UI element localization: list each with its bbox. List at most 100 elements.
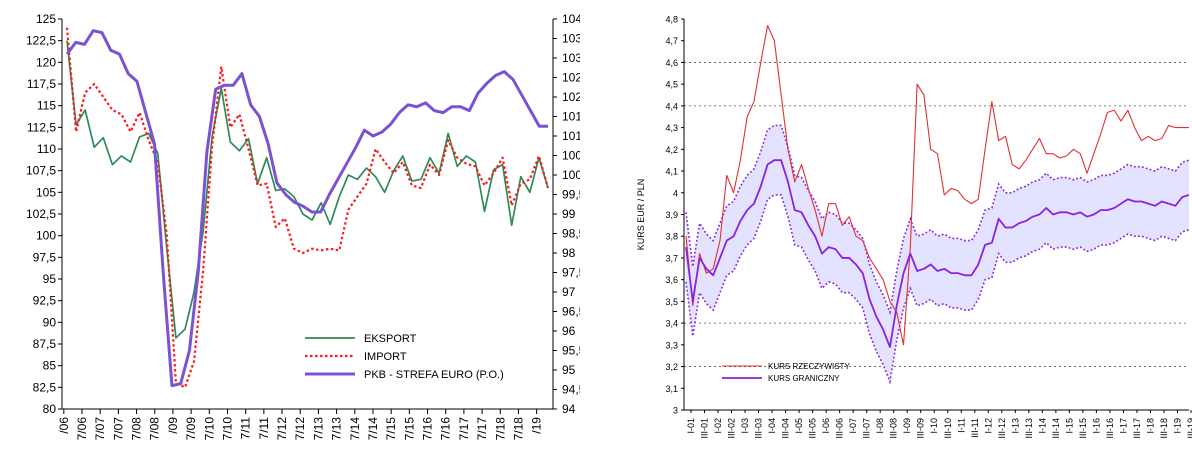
- legend-label: KURS GRANICZNY: [768, 374, 840, 383]
- right-y-tick-label: 99: [562, 207, 576, 221]
- x-tick-label: 7/16: [421, 417, 435, 441]
- y-tick-label: 4,3: [665, 123, 678, 133]
- left-y-tick-label: 100: [36, 229, 56, 243]
- left-y-tick-label: 122,5: [26, 34, 56, 48]
- x-tick-label: 7/13: [330, 417, 344, 441]
- right-y-tick-label: 100,5: [562, 149, 580, 163]
- x-tick-label: III-06: [835, 418, 845, 439]
- x-tick-label: 7/14: [366, 417, 380, 441]
- left-y-tick-label: 80: [43, 402, 57, 416]
- left-chart-trade-gdp: 125 122,5 120 117,5 115 112,5 110 107,5 105 102,5…: [26, 12, 580, 441]
- x-tick-label: III-07: [862, 418, 872, 439]
- right-y-tick-label: 100: [562, 168, 580, 182]
- y-tick-label: 3,6: [665, 275, 678, 285]
- x-tick-label: 7/10: [202, 417, 216, 441]
- x-tick-label: I-01: [686, 418, 696, 434]
- tolerance-band: [686, 125, 1189, 382]
- x-tick-label: I-10: [929, 418, 939, 434]
- band-lower-bound: [685, 194, 1190, 385]
- left-y-tick-label: 120: [36, 55, 56, 69]
- x-tick-label: III-04: [781, 418, 791, 439]
- x-tick-label: 7/07: [111, 417, 125, 441]
- right-y-tick-label: 98,5: [562, 227, 580, 241]
- y-tick-label: 3,3: [665, 340, 678, 350]
- x-tick-label: 7/12: [275, 417, 289, 441]
- x-tick-label: III-19: [1186, 418, 1192, 439]
- y-tick-label: 3,2: [665, 362, 678, 372]
- x-tick-label: I-16: [1091, 418, 1101, 434]
- y-tick-label: 3: [673, 406, 678, 416]
- x-tick-label: 7/17: [475, 417, 489, 441]
- x-tick-label: 7/08: [148, 417, 162, 441]
- right-y-tick-label: 97,5: [562, 266, 580, 280]
- x-tick-label: 7/10: [220, 417, 234, 441]
- x-tick-label: III-08: [889, 418, 899, 439]
- right-y-tick-label: 94: [562, 402, 576, 416]
- y-tick-label: 4,5: [665, 80, 678, 90]
- y-tick-label: 4: [673, 188, 678, 198]
- left-y-tick-label: 110: [37, 142, 56, 156]
- right-y-tick-label: 94,5: [562, 383, 580, 397]
- x-tick-label: /06: [57, 417, 71, 434]
- right-y-tick-label: 102,5: [562, 71, 580, 85]
- right-y-tick-label: 103,5: [562, 32, 580, 46]
- left-y-tick-label: 92,5: [33, 294, 57, 308]
- left-y-tick-label: 115: [37, 99, 56, 113]
- band-upper-bound: [685, 124, 1190, 316]
- left-y-tick-label: 117,5: [27, 77, 56, 91]
- legend-label: KURS RZECZYWISTY: [768, 362, 850, 371]
- x-tick-label: 7/12: [293, 417, 307, 441]
- y-tick-label: 3,9: [665, 210, 678, 220]
- x-tick-label: 7/11: [239, 417, 253, 440]
- right-y-tick-label: 102: [562, 90, 580, 104]
- right-y-tick-label: 103: [562, 51, 580, 65]
- left-y-tick-label: 102,5: [26, 207, 56, 221]
- x-tick-label: I-18: [1145, 418, 1155, 434]
- x-tick-label: III-15: [1078, 418, 1088, 439]
- right-y-tick-label: 97: [562, 285, 576, 299]
- x-tick-label: /19: [530, 417, 544, 434]
- y-tick-label: 4,7: [665, 36, 678, 46]
- x-tick-label: I-06: [821, 418, 831, 434]
- legend-label: IMPORT: [364, 351, 407, 363]
- left-y-tick-label: 87,5: [33, 337, 57, 351]
- y-axis-title: KURS EUR / PLN: [636, 179, 646, 251]
- y-tick-label: 4,4: [665, 101, 678, 111]
- x-tick-label: I-12: [983, 418, 993, 434]
- legend-label: PKB - STREFA EURO (P.O.): [364, 369, 504, 381]
- legend-label: EKSPORT: [364, 333, 417, 345]
- x-tick-label: 7/15: [384, 417, 398, 441]
- x-tick-label: 7/17: [457, 417, 471, 441]
- x-tick-label: 7/18: [511, 417, 525, 441]
- x-tick-label: III-03: [754, 418, 764, 439]
- x-tick-label: I-13: [1010, 418, 1020, 434]
- x-tick-label: III-17: [1132, 418, 1142, 439]
- x-tick-label: III-01: [700, 418, 710, 439]
- right-y-tick-label: 104: [562, 12, 580, 26]
- y-tick-label: 4,1: [665, 167, 678, 177]
- x-tick-label: 7/09: [184, 417, 198, 441]
- x-tick-label: III-02: [727, 418, 737, 439]
- x-tick-label: 7/18: [493, 417, 507, 441]
- x-tick-label: III-10: [943, 418, 953, 439]
- left-y-tick-label: 97,5: [33, 250, 57, 264]
- x-tick-label: 7/15: [402, 417, 416, 441]
- x-tick-label: I-07: [848, 418, 858, 434]
- left-y-tick-label: 90: [43, 315, 57, 329]
- left-y-tick-label: 107,5: [26, 164, 56, 178]
- right-y-tick-label: 99,5: [562, 188, 580, 202]
- x-tick-label: III-11: [970, 418, 980, 438]
- series-line-2: [65, 27, 550, 389]
- x-tick-label: 7/16: [439, 417, 453, 441]
- x-tick-label: I-19: [1172, 418, 1182, 434]
- x-tick-label: 7/13: [311, 417, 325, 441]
- y-tick-label: 4,6: [665, 58, 678, 68]
- y-tick-label: 4,8: [665, 15, 678, 25]
- y-tick-label: 3,4: [665, 319, 678, 329]
- left-y-tick-label: 82,5: [33, 380, 57, 394]
- y-tick-label: 3,1: [665, 384, 678, 394]
- y-tick-label: 3,7: [665, 253, 678, 263]
- y-tick-label: 3,5: [665, 297, 678, 307]
- right-y-tick-label: 98: [562, 246, 576, 260]
